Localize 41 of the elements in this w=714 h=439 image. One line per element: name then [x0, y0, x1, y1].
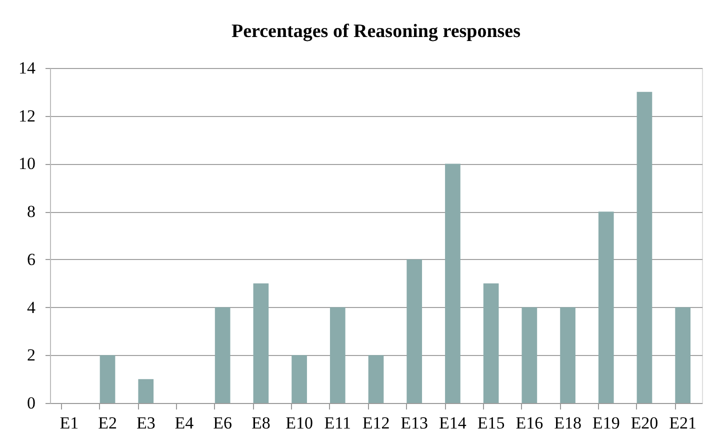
bar	[100, 355, 116, 403]
x-tick-label: E15	[477, 414, 505, 432]
x-tick-label: E12	[362, 414, 390, 432]
y-tick-label: 6	[27, 250, 36, 269]
y-tick-label: 8	[27, 202, 36, 222]
x-tick-label: E8	[251, 414, 270, 432]
x-tick-label: E20	[630, 414, 658, 432]
x-tick-label: E13	[400, 414, 428, 432]
x-tick-label: E18	[554, 414, 582, 432]
x-tick-label: E14	[439, 414, 467, 432]
x-tick-label: E10	[286, 414, 313, 432]
bar	[253, 283, 269, 403]
bar	[522, 307, 538, 403]
bar	[675, 307, 690, 403]
bar	[598, 212, 614, 403]
y-tick-label: 10	[18, 154, 36, 174]
bar	[368, 355, 384, 403]
y-tick-label: 12	[18, 106, 36, 126]
chart-title: Percentages of Reasoning responses	[231, 21, 521, 42]
bar	[292, 355, 307, 403]
x-tick-label: E11	[324, 414, 352, 432]
bar	[445, 164, 460, 403]
bar	[483, 283, 499, 403]
x-tick-label: E2	[98, 414, 117, 432]
bar	[330, 307, 346, 403]
bar	[636, 92, 652, 403]
bar	[560, 307, 576, 403]
bar	[138, 379, 154, 403]
bar	[406, 259, 422, 403]
x-tick-label: E19	[592, 414, 620, 432]
x-tick-label: E6	[213, 414, 232, 432]
x-tick-label: E21	[669, 414, 697, 432]
x-tick-label: E1	[60, 414, 79, 432]
y-tick-label: 14	[18, 58, 36, 78]
x-tick-label: E3	[136, 414, 156, 432]
x-tick-label: E16	[516, 414, 544, 432]
x-tick-label: E4	[174, 414, 194, 432]
y-tick-label: 4	[27, 298, 36, 317]
bar	[214, 307, 230, 403]
y-tick-label: 2	[27, 346, 36, 365]
y-tick-label: 0	[27, 394, 36, 412]
